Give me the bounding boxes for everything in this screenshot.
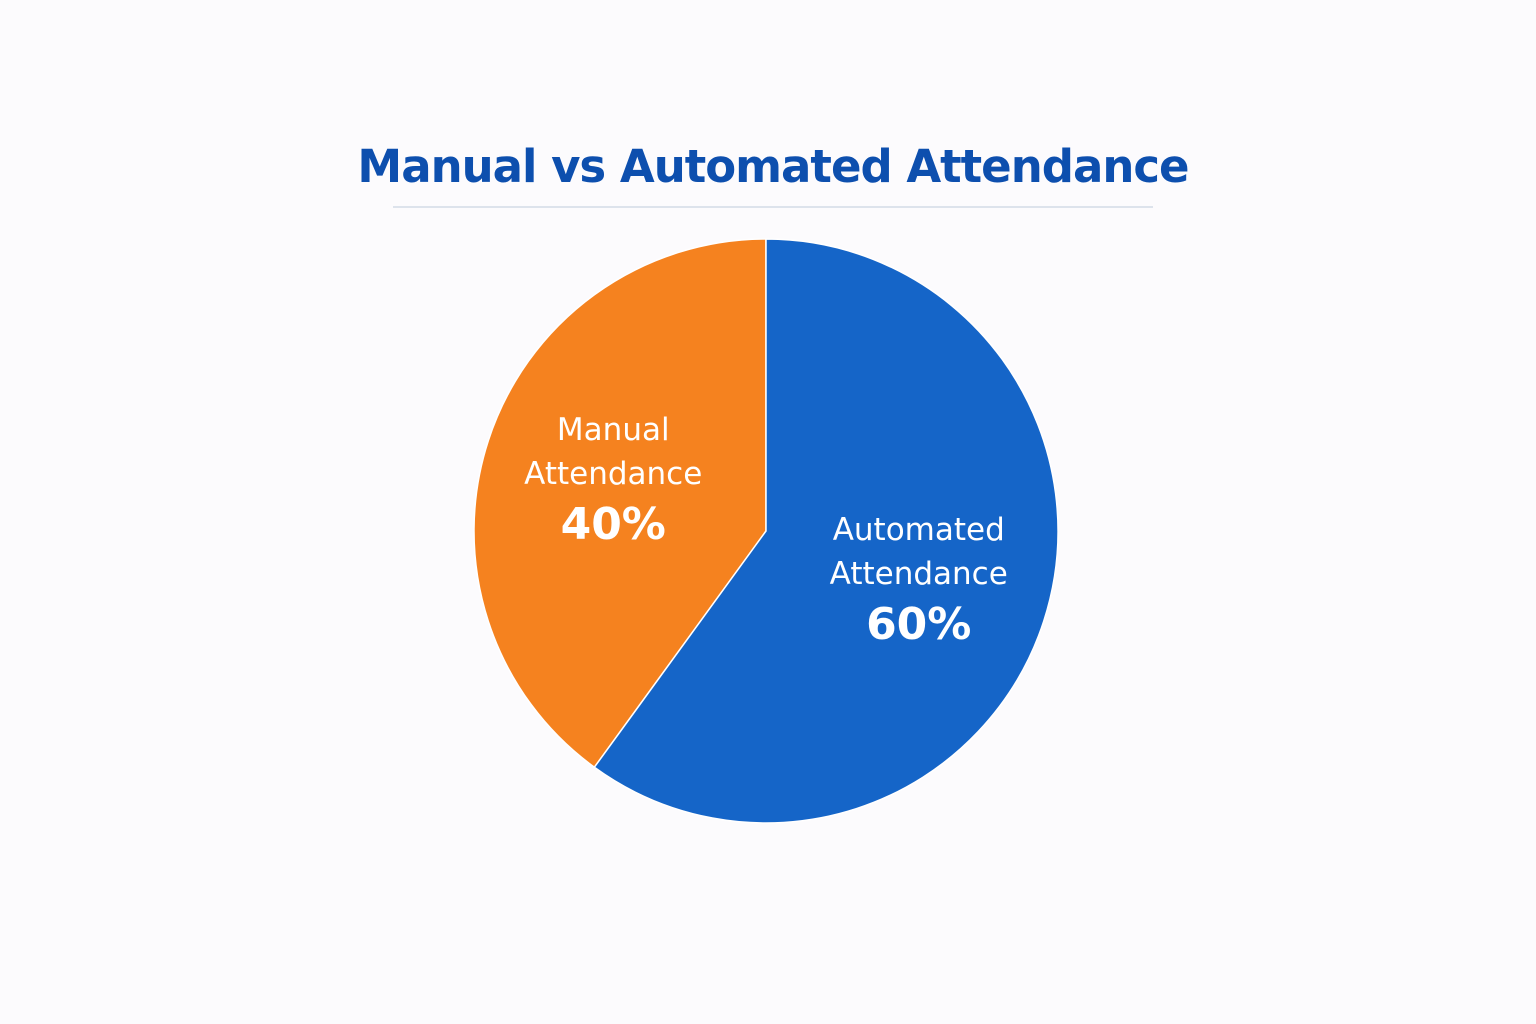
slice-value: 60% xyxy=(866,598,972,650)
slice-label: Manual Attendance 40% xyxy=(503,408,723,554)
slice-category: Automated Attendance xyxy=(829,511,1008,592)
slice-category: Manual Attendance xyxy=(524,412,703,493)
slice-value: 40% xyxy=(560,499,666,551)
chart-title: Manual vs Automated Attendance xyxy=(357,140,1189,193)
pie-slice xyxy=(473,238,767,769)
pie-slice xyxy=(593,238,1059,824)
title-rule xyxy=(393,206,1153,208)
slice-label: Automated Attendance 60% xyxy=(809,508,1029,654)
